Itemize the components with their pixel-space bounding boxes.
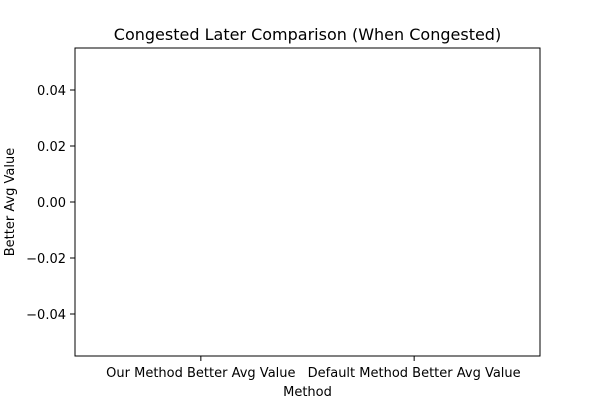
chart-title: Congested Later Comparison (When Congest… <box>114 25 501 44</box>
x-axis-label: Method <box>283 385 332 400</box>
y-axis-ticks: −0.04 −0.02 0.00 0.02 0.04 <box>26 84 75 323</box>
x-axis-ticks: Our Method Better Avg Value Default Metho… <box>106 356 521 381</box>
y-tick-label: −0.02 <box>26 252 66 267</box>
y-axis-label: Better Avg Value <box>3 148 18 257</box>
y-tick-label: 0.02 <box>37 140 66 155</box>
x-tick-label: Our Method Better Avg Value <box>106 366 295 381</box>
y-tick-label: −0.04 <box>26 308 66 323</box>
y-tick-label: 0.04 <box>37 84 66 99</box>
y-tick-label: 0.00 <box>37 196 66 211</box>
plot-area-frame <box>74 47 541 357</box>
x-tick-label: Default Method Better Avg Value <box>308 366 521 381</box>
